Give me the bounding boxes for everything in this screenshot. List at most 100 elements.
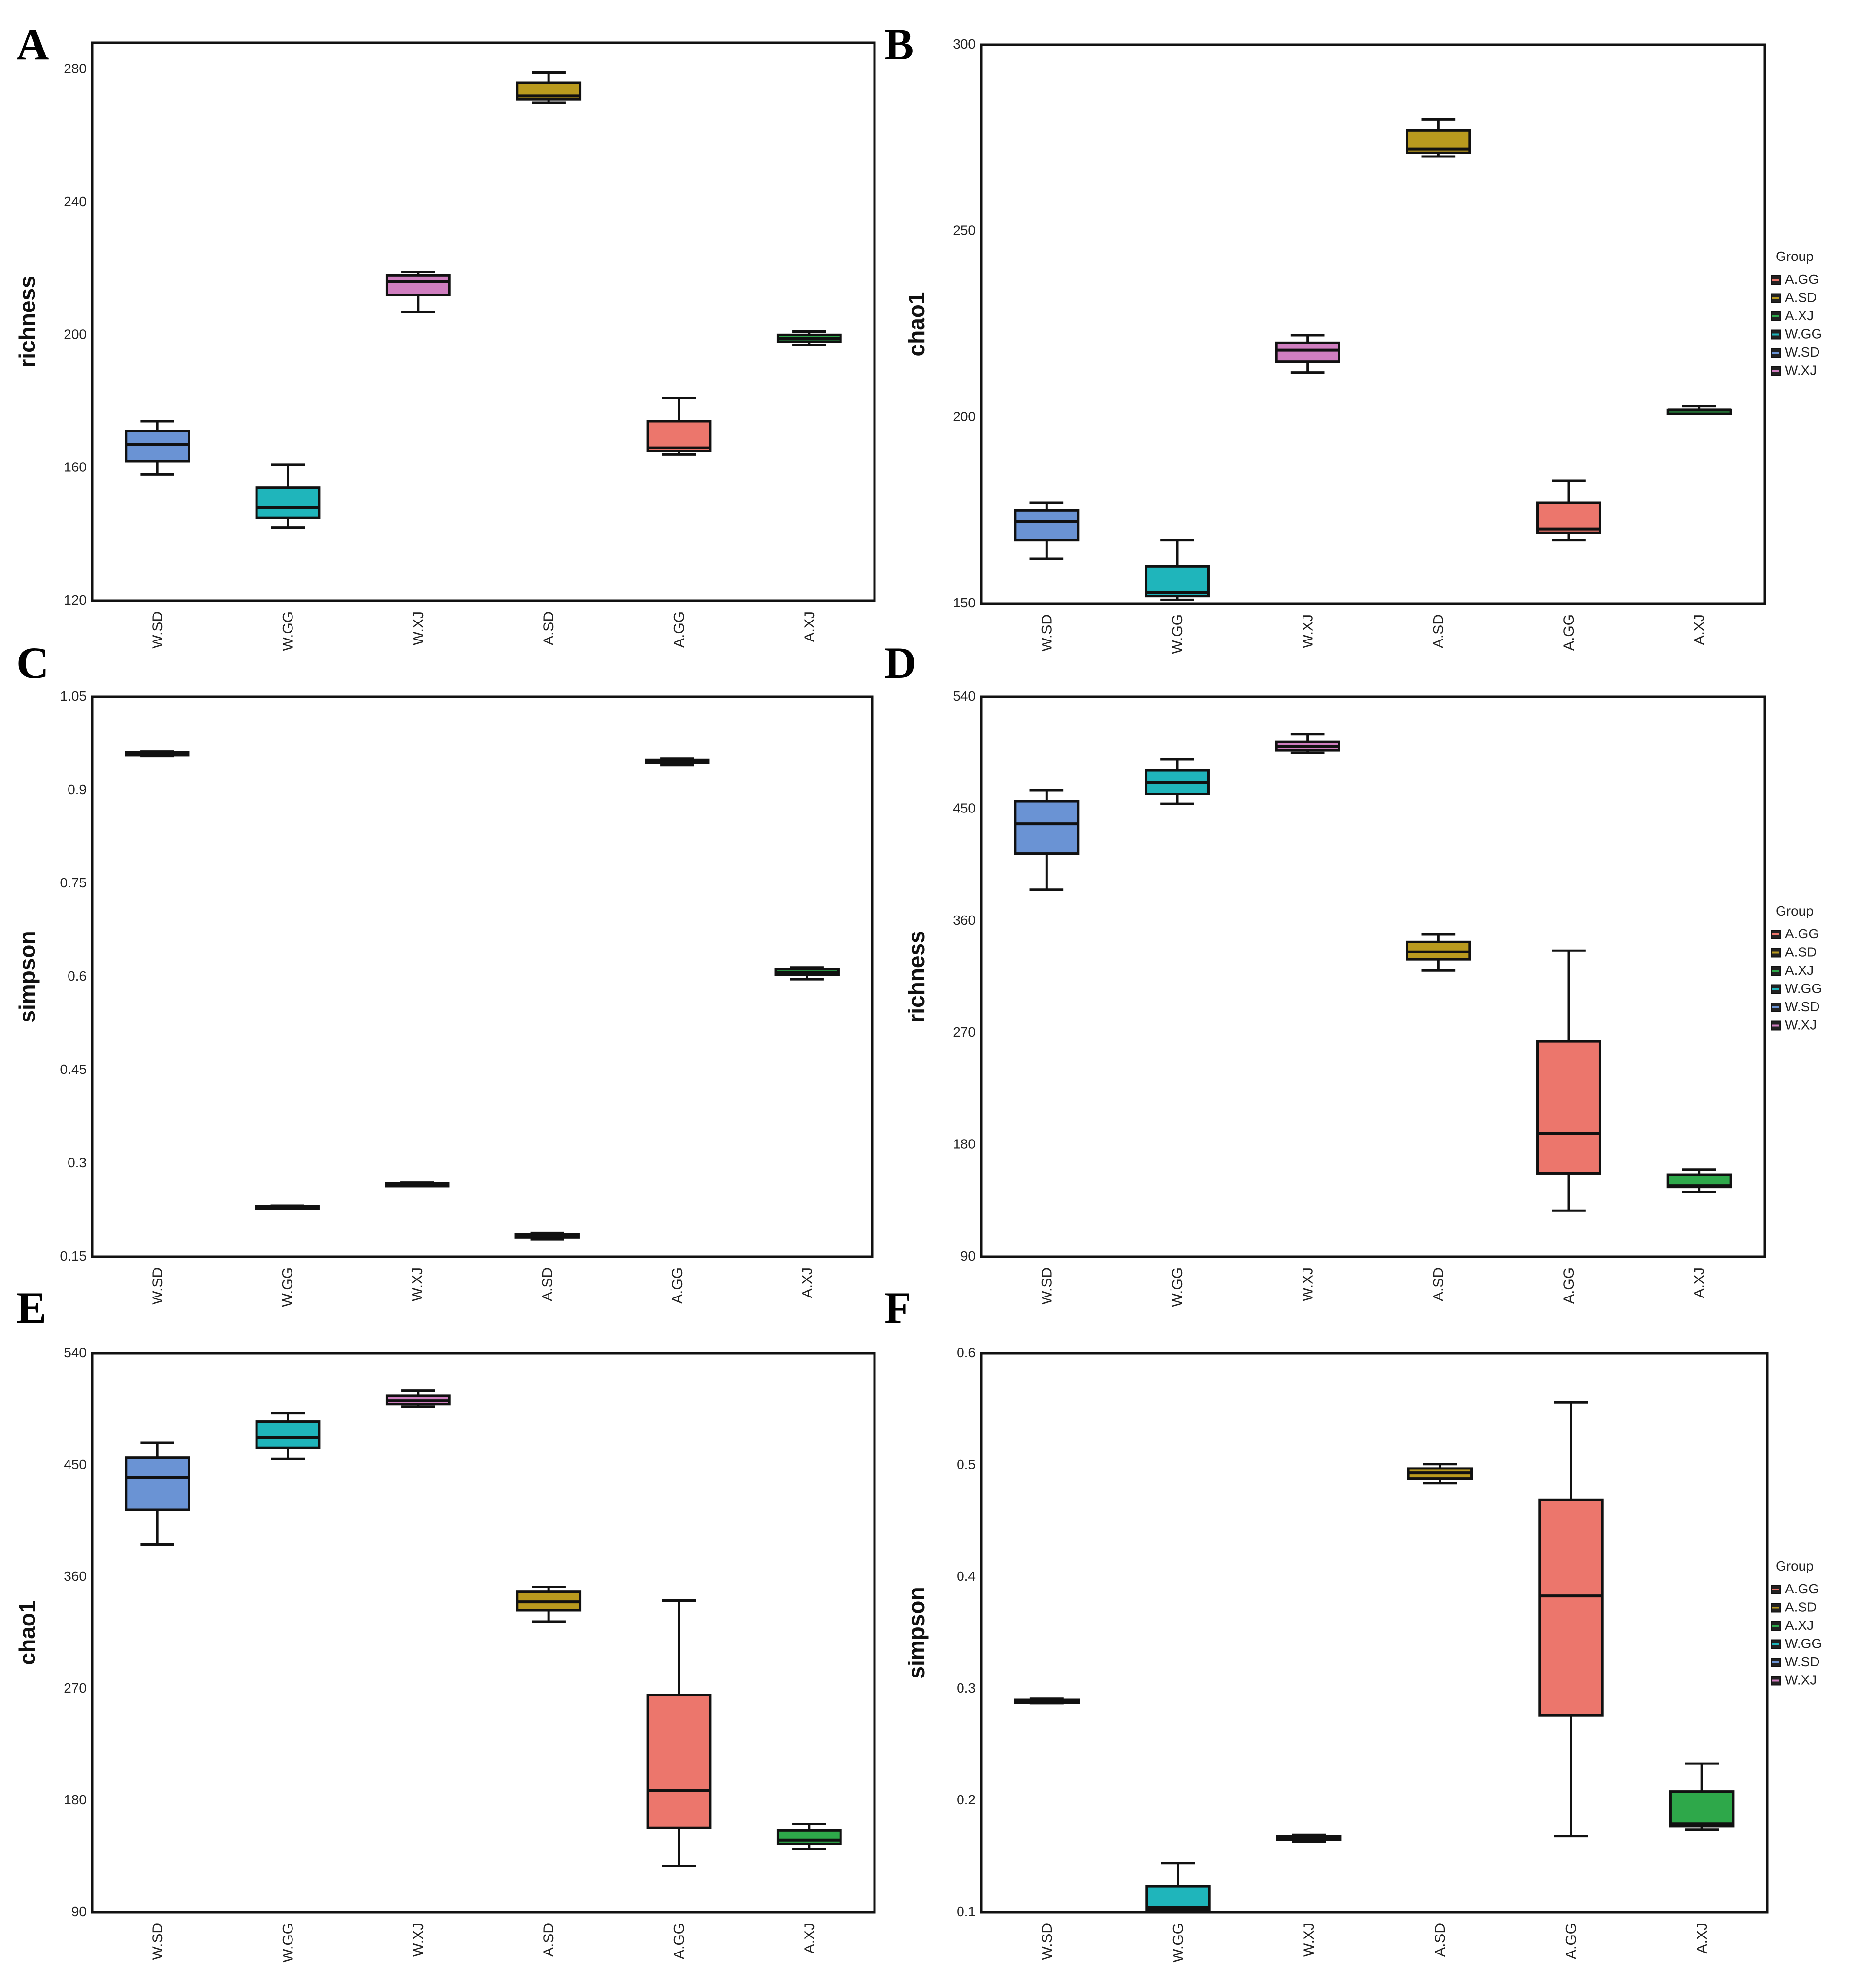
legend-item: A.SD [1771,1600,1817,1615]
legend-item: W.GG [1771,1636,1822,1651]
x-tick-label: W.GG [279,1267,295,1307]
box-w-sd [1014,1697,1080,1705]
x-tick-label: W.SD [150,611,166,649]
box-a-sd [514,1231,580,1241]
legend-item: A.GG [1771,272,1819,287]
box-a-sd [516,1585,582,1623]
legend-item: W.GG [1771,981,1822,996]
x-tick-label: W.SD [150,1267,166,1305]
box-a-xj [1666,405,1732,415]
y-tick-label: 150 [953,595,976,610]
y-tick-label: 200 [953,409,976,424]
legend-item: A.SD [1771,945,1817,960]
legend-item: A.GG [1771,926,1819,941]
panel-letter-a: A [17,19,49,69]
legend-item: A.GG [1771,1581,1819,1596]
y-tick-label: 0.15 [60,1248,87,1263]
legend-label: W.GG [1785,327,1822,342]
legend-d: Group A.GG A.SD A.XJ W.GG W.SD W.XJ [1771,903,1822,1033]
legend-item: W.XJ [1771,1673,1817,1688]
box-body [125,430,190,463]
x-tick-label: W.SD [150,1923,166,1960]
legend-item: W.XJ [1771,1018,1817,1033]
legend-item: W.SD [1771,1654,1820,1669]
x-tick-label: A.SD [1430,1267,1446,1301]
box-body [125,1456,190,1511]
legend-b: Group A.GG A.SD A.XJ W.GG W.SD W.XJ [1771,249,1822,378]
box-body [385,274,451,296]
y-tick-label: 450 [64,1457,86,1472]
legend-label: A.SD [1785,945,1817,960]
x-tick-label: A.SD [541,1923,557,1957]
x-tick-label: A.XJ [1694,1923,1710,1953]
panel-c-simpson: 0.15 0.3 0.45 0.6 0.75 0.9 1.05 simpson W.SD W.GG… [15,689,874,1307]
box-a-xj [774,966,840,981]
box-w-gg [1145,1862,1211,1913]
legend-title: Group [1776,1558,1814,1573]
x-tick-label: A.XJ [802,611,818,642]
y-tick-label: 0.75 [60,875,87,890]
y-tick-label: 270 [64,1680,86,1695]
y-axis-label: chao1 [904,292,929,357]
box-w-xj [385,1389,451,1408]
legend-label: W.XJ [1785,363,1817,378]
legend-label: W.XJ [1785,1673,1817,1688]
box-a-sd [516,71,582,104]
legend-item: A.XJ [1771,1618,1814,1633]
panel-letter-c: C [17,638,49,688]
box-w-sd [125,750,190,758]
y-tick-label: 90 [960,1248,976,1263]
box-w-gg [255,1412,321,1460]
box-w-xj [1275,733,1340,754]
x-tick-label: W.XJ [411,611,427,645]
legend-title: Group [1776,249,1814,264]
box-w-gg [1145,539,1210,601]
box-w-gg [1145,758,1210,805]
box-a-gg [646,1599,712,1867]
y-tick-label: 120 [64,592,86,607]
legend-label: W.GG [1785,981,1822,996]
y-tick-label: 0.9 [68,782,86,797]
x-tick-label: A.XJ [1692,614,1708,645]
box-a-gg [1536,479,1601,542]
box-w-xj [1276,1833,1342,1843]
y-axis-label: richness [904,931,929,1022]
x-tick-label: A.GG [671,611,687,648]
panel-e-chao1: 90 180 270 360 450 540 chao1 W.SD W.GG W.XJ A.SD A.… [15,1345,876,1963]
x-tick-label: W.SD [1039,1923,1055,1960]
legend-label: W.GG [1785,1636,1822,1651]
box-body [1145,1885,1211,1911]
box-a-xj [776,1823,842,1850]
box-w-xj [1275,334,1340,374]
legend-item: A.XJ [1771,963,1814,978]
x-tick-label: A.XJ [799,1267,815,1298]
panel-letter-e: E [17,1283,46,1332]
box-body [1275,341,1340,363]
legend-label: A.SD [1785,290,1817,305]
y-axis-label: simpson [904,1587,929,1678]
box-body [646,1694,712,1829]
y-tick-label: 160 [64,460,86,475]
box-a-xj [776,330,842,346]
y-tick-label: 540 [953,689,976,704]
x-tick-label: A.SD [539,1267,555,1301]
x-tick-label: A.SD [1430,614,1446,648]
box-body [255,486,321,519]
box-w-xj [385,1181,450,1188]
box-a-gg [646,397,712,456]
y-axis-label: chao1 [15,1601,40,1665]
legend-label: W.XJ [1785,1018,1817,1033]
y-tick-label: 240 [64,194,86,209]
legend-label: A.XJ [1785,1618,1814,1633]
plot-frame [980,43,1766,605]
box-a-gg [1536,949,1601,1212]
plot-frame [980,1352,1769,1914]
legend-label: A.XJ [1785,963,1814,978]
x-tick-label: A.SD [541,611,557,645]
box-body [776,1829,842,1845]
y-axis-label: richness [15,276,40,367]
box-w-sd [1014,789,1080,891]
legend-label: A.SD [1785,1600,1817,1615]
x-tick-label: W.GG [280,1923,296,1963]
